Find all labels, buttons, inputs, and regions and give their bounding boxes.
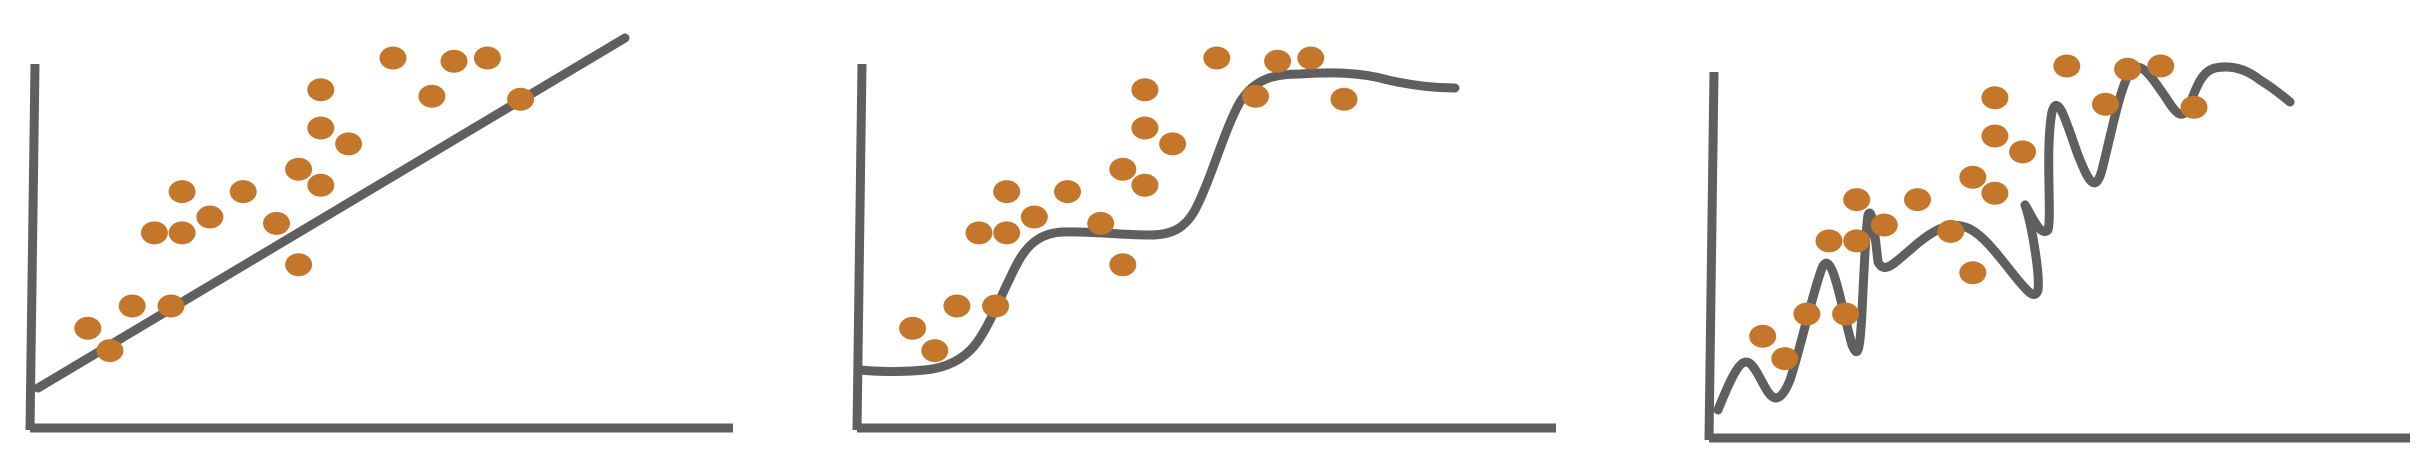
data-point [1843, 188, 1871, 212]
data-point [1937, 219, 1965, 243]
data-point [1020, 205, 1048, 229]
data-point [307, 173, 335, 197]
data-points [74, 46, 535, 363]
data-point [1242, 84, 1269, 108]
data-point [921, 339, 949, 363]
data-point [2180, 95, 2208, 119]
data-point [1203, 46, 1231, 70]
data-point [1959, 261, 1987, 285]
data-point [1330, 87, 1358, 111]
data-point [993, 180, 1021, 204]
overfit-curve [1713, 62, 2295, 415]
data-point [1843, 229, 1871, 253]
data-point [418, 84, 446, 108]
data-point [263, 211, 290, 235]
data-point [1771, 347, 1799, 371]
panel-linear-fit [25, 33, 733, 433]
data-point [440, 49, 468, 73]
data-point [196, 205, 224, 229]
panel-overfit [1704, 54, 2410, 443]
data-point [96, 339, 124, 363]
data-point [285, 157, 313, 181]
data-point [1264, 49, 1292, 73]
data-point [899, 316, 927, 340]
data-point [157, 294, 185, 318]
data-point [2009, 140, 2037, 164]
data-point [285, 253, 313, 277]
data-point [74, 316, 102, 340]
data-point [307, 116, 335, 140]
data-point [1815, 229, 1843, 253]
data-point [1981, 86, 2009, 110]
data-point [1904, 188, 1931, 212]
data-point [140, 221, 168, 245]
data-point [982, 294, 1010, 318]
data-point [1131, 173, 1159, 197]
data-point [1793, 302, 1821, 326]
data-point [1131, 116, 1159, 140]
data-point [168, 180, 196, 204]
data-points [899, 46, 1358, 363]
y-axis [852, 63, 867, 431]
data-point [2147, 54, 2175, 78]
data-point [229, 180, 257, 204]
data-point [335, 132, 363, 156]
data-point [307, 78, 335, 102]
data-point [965, 221, 993, 245]
data-point [943, 294, 971, 318]
data-point [1832, 302, 1860, 326]
data-point [1981, 181, 2009, 205]
data-point [1087, 211, 1115, 235]
y-axis [1704, 71, 1719, 441]
data-point [2053, 54, 2081, 78]
data-points [1749, 54, 2208, 371]
data-point [1959, 165, 1987, 189]
data-point [2114, 57, 2142, 81]
data-point [1981, 124, 2009, 148]
y-axis [25, 63, 40, 431]
data-point [1159, 132, 1187, 156]
smooth-fit-curve [855, 68, 1460, 376]
data-point [993, 221, 1021, 245]
data-point [1109, 253, 1137, 277]
data-point [1297, 46, 1325, 70]
data-point [118, 294, 146, 318]
data-point [1749, 324, 1777, 348]
panel-smooth-fit [852, 46, 1556, 433]
data-point [1870, 213, 1898, 237]
data-point [1109, 157, 1137, 181]
data-point [473, 46, 501, 70]
data-point [379, 46, 407, 70]
data-point [2092, 92, 2119, 116]
data-point [1054, 180, 1081, 204]
data-point [1131, 78, 1159, 102]
data-point [168, 221, 196, 245]
data-point [507, 87, 535, 111]
